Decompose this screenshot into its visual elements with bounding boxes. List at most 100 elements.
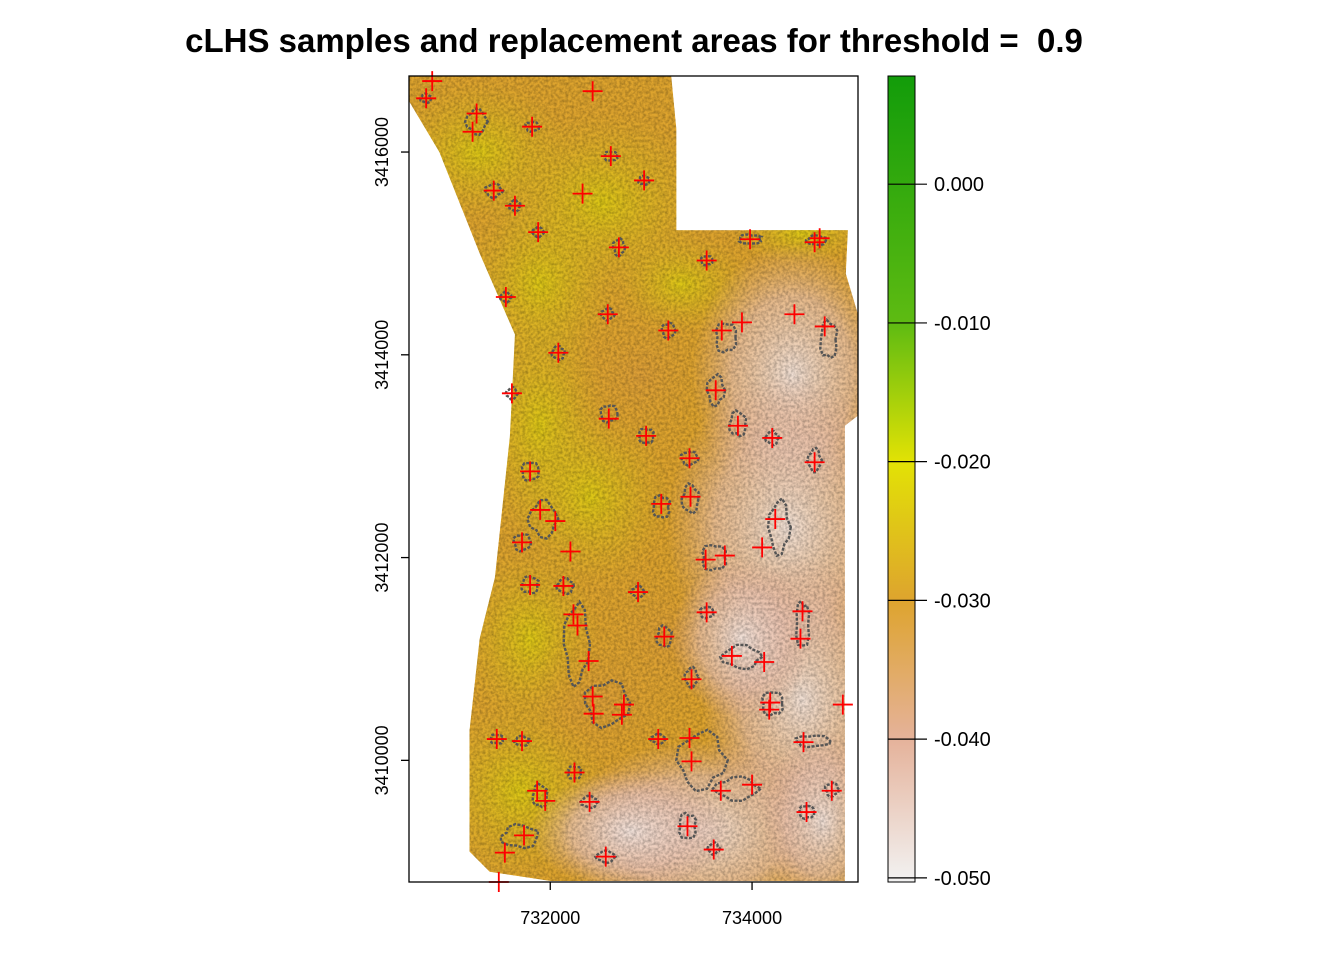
sample-marker — [754, 651, 775, 672]
sample-marker — [731, 312, 752, 333]
sample-marker — [466, 103, 487, 124]
sample-marker — [553, 575, 574, 596]
replacement-area — [583, 678, 632, 730]
sample-marker — [711, 320, 732, 341]
sample-marker — [765, 509, 786, 530]
sample-marker — [494, 842, 515, 863]
y-tick-label: 3416000 — [372, 117, 392, 187]
sample-marker — [809, 228, 830, 249]
sample-marker — [501, 383, 522, 404]
sample-marker — [462, 121, 483, 142]
sample-marker — [520, 461, 541, 482]
sample-marker — [613, 694, 634, 715]
sample-marker — [677, 816, 698, 837]
sample-points — [416, 71, 853, 892]
sample-marker — [658, 320, 679, 341]
replacement-area — [794, 599, 811, 647]
replacement-area — [651, 493, 672, 519]
plot-frame — [408, 75, 859, 883]
sample-marker — [416, 88, 437, 109]
replacement-area — [766, 496, 793, 558]
sample-marker — [804, 232, 825, 253]
sample-marker — [583, 703, 604, 724]
sample-marker — [752, 537, 773, 558]
sample-marker — [582, 686, 603, 707]
sample-marker — [793, 732, 814, 753]
legend: 0.000 -0.010 -0.020 -0.030 -0.040 -0.050 — [887, 75, 991, 890]
x-tick-label: 732000 — [520, 908, 580, 928]
sample-marker — [512, 731, 533, 752]
sample-marker — [560, 541, 581, 562]
sample-marker — [784, 304, 805, 325]
y-tick-label: 3412000 — [372, 523, 392, 593]
sample-marker — [742, 774, 763, 795]
sample-marker — [483, 180, 504, 201]
x-tick-label: 734000 — [722, 908, 782, 928]
raster-texture — [409, 76, 858, 881]
sample-marker — [563, 604, 584, 625]
replacement-area — [806, 446, 824, 474]
replacement-area — [675, 728, 730, 793]
replacement-area — [718, 643, 765, 671]
sample-marker — [634, 170, 655, 191]
replacement-area — [507, 198, 522, 213]
replacement-area — [763, 429, 781, 447]
sample-marker — [527, 780, 548, 801]
sample-marker — [567, 615, 588, 636]
sample-marker — [721, 645, 742, 666]
sample-marker — [740, 229, 761, 250]
replacement-area — [499, 822, 540, 850]
legend-colorbar — [887, 75, 916, 883]
sample-marker — [512, 532, 533, 553]
replacement-area — [823, 781, 841, 799]
sample-marker — [522, 116, 543, 137]
replacement-area — [599, 404, 619, 424]
sample-marker — [679, 728, 700, 749]
sample-marker — [535, 790, 556, 811]
replacement-area — [562, 599, 592, 689]
sample-marker — [696, 250, 717, 271]
replacement-area — [819, 318, 839, 360]
sample-marker — [579, 791, 600, 812]
sample-marker — [714, 545, 735, 566]
sample-marker — [495, 287, 516, 308]
replacement-area — [714, 322, 738, 354]
sample-marker — [578, 650, 599, 671]
replacement-area — [531, 782, 550, 809]
sample-marker — [598, 408, 619, 429]
replacement-area — [701, 543, 728, 572]
sample-marker — [595, 846, 616, 867]
chart-title: cLHS samples and replacement areas for t… — [185, 22, 1083, 59]
sample-marker — [422, 71, 443, 92]
replacement-area — [728, 409, 748, 438]
replacement-area — [699, 254, 714, 267]
sample-marker — [528, 222, 549, 243]
sample-marker — [648, 729, 669, 750]
sample-marker — [611, 704, 632, 725]
sample-marker — [628, 582, 649, 603]
legend-tick-label: -0.030 — [934, 590, 991, 612]
replacement-area — [794, 734, 832, 749]
legend-tick-label: 0.000 — [934, 174, 984, 196]
sample-marker — [520, 574, 541, 595]
replacement-area — [550, 344, 566, 362]
sample-marker — [804, 452, 825, 473]
sample-marker — [727, 415, 748, 436]
sample-marker — [486, 729, 507, 750]
sample-marker — [696, 602, 717, 623]
replacement-area — [526, 498, 560, 540]
sample-marker — [710, 780, 731, 801]
sample-marker — [792, 601, 813, 622]
sample-marker — [651, 493, 672, 514]
legend-tick-label: -0.050 — [934, 868, 991, 890]
sample-marker — [582, 81, 603, 102]
sample-marker — [680, 486, 701, 507]
sample-marker — [679, 448, 700, 469]
replacement-area — [530, 225, 547, 239]
sample-marker — [597, 304, 618, 325]
sample-marker — [759, 699, 780, 720]
sample-marker — [796, 802, 817, 823]
y-tick-label: 3410000 — [372, 725, 392, 795]
sample-marker — [545, 511, 566, 532]
